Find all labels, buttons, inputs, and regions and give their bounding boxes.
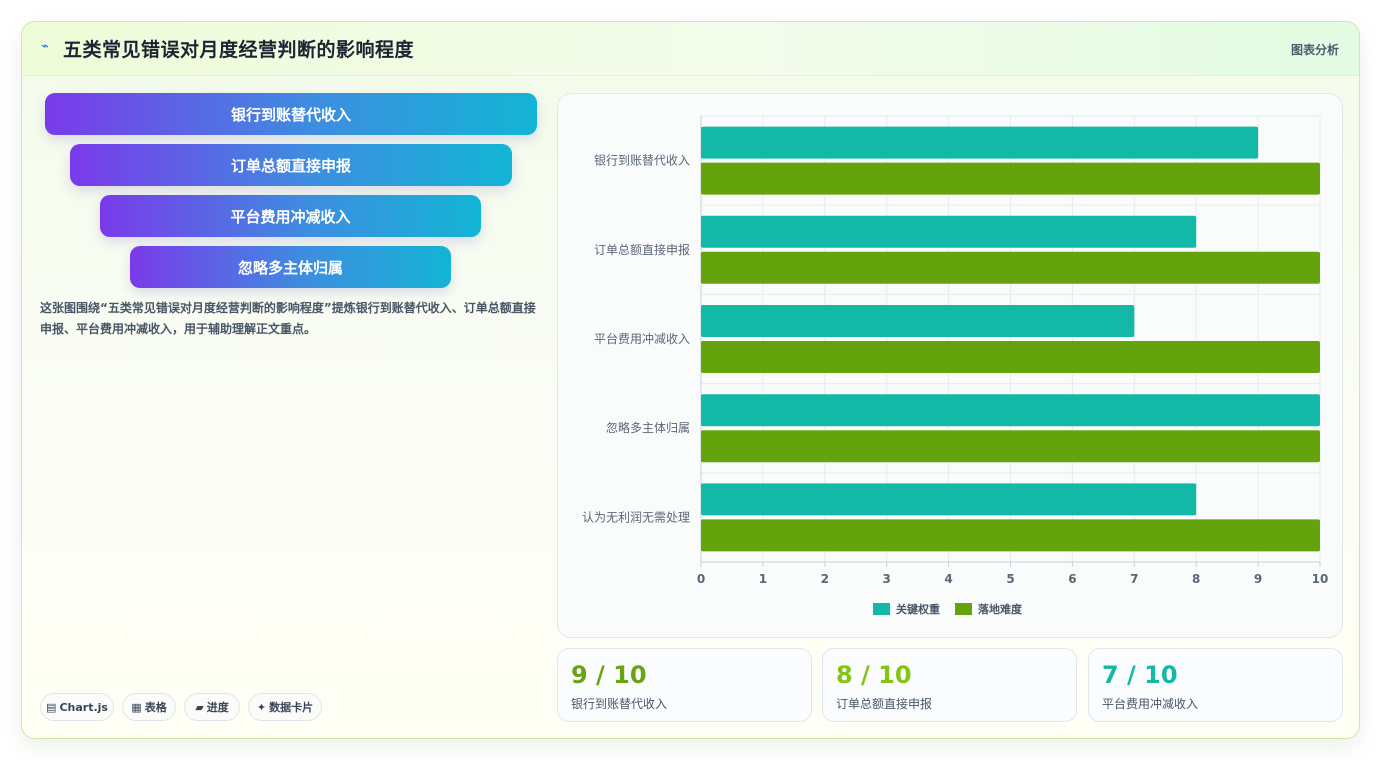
bar-chart-panel: 银行到账替代收入 订单总额直接申报 平台费用冲减收入忽略多主体归属认为无利润无需处理… [557,93,1343,638]
x-tick-label: 3 [883,572,891,586]
y-tick-label: 银行到账替代收入 [594,154,690,168]
bar [701,215,1197,248]
bar [701,341,1320,373]
pill-label: 表格 [144,701,167,714]
legend-label: 落地难度 [978,602,1023,616]
x-tick-label: 6 [1068,572,1076,586]
legend-swatch [873,603,890,615]
funnel-item-label: 忽略多主体归属 [237,258,343,277]
funnel-item-2: 订单总额直接申报 [70,144,512,186]
y-tick-label: 平台费用冲减收入 [594,331,690,346]
bar [701,162,1320,195]
bar [701,251,1320,284]
stat-card-1: 9 / 10 银行到账替代收入 [557,648,812,722]
x-tick-label: 7 [1130,572,1138,586]
stat-label: 平台费用冲减收入 [1102,697,1199,711]
funnel-item-4: 忽略多主体归属 [130,246,451,288]
stat-value: 7 / 10 [1102,661,1178,689]
stat-value: 8 / 10 [836,661,912,689]
stat-value: 9 / 10 [571,661,647,689]
bar-chart: 银行到账替代收入订单总额直接申报平台费用冲减收入忽略多主体归属认为无利润无需处理… [582,115,1329,616]
bar [701,430,1320,463]
x-tick-label: 2 [821,572,829,586]
y-tick-label: 认为无利润无需处理 [582,510,690,524]
x-tick-label: 1 [759,572,767,586]
x-tick-label: 8 [1192,572,1200,586]
funnel-item-1: 银行到账替代收入 [45,93,537,135]
stat-label: 订单总额直接申报 [836,697,933,711]
bar [701,519,1320,552]
pill-table[interactable]: ▦ 表格 [122,693,176,721]
x-tick-label: 4 [944,572,952,586]
pill-data-card[interactable]: ✦ 数据卡片 [248,693,322,721]
table-icon: ▦ [131,700,142,714]
chart-description: 这张图围绕“五类常见错误对月度经营判断的影响程度”提炼银行到账替代收入、订单总额… [40,301,536,336]
pill-label: Chart.js [59,700,108,714]
bar [701,305,1135,337]
card-header: ⌁ 五类常见错误对月度经营判断的影响程度 图表分析 [22,22,1359,76]
bar [701,126,1259,159]
stat-card-2: 8 / 10 订单总额直接申报 [822,648,1077,722]
funnel-item-label: 银行到账替代收入 [230,105,351,124]
legend-swatch [955,603,972,615]
chart-icon: ▤ [46,700,57,714]
pill-chartjs[interactable]: ▤ Chart.js [40,693,114,721]
x-tick-label: 10 [1312,572,1329,586]
legend-label: 关键权重 [896,602,940,616]
pill-progress[interactable]: ▰ 进度 [184,693,240,721]
x-tick-label: 0 [697,572,705,586]
y-tick-label: 忽略多主体归属 [606,420,690,435]
stat-label: 银行到账替代收入 [571,697,668,711]
funnel-item-label: 订单总额直接申报 [230,156,351,175]
pill-label: 进度 [206,701,229,714]
funnel-item-label: 平台费用冲减收入 [230,207,351,226]
chart-logo-icon: ⌁ [41,39,49,54]
pill-label: 数据卡片 [269,701,314,714]
page-title: 五类常见错误对月度经营判断的影响程度 [63,39,415,61]
sparkle-icon: ✦ [256,700,267,714]
stat-card-3: 7 / 10 平台费用冲减收入 [1088,648,1343,722]
x-tick-label: 5 [1006,572,1014,586]
x-tick-label: 9 [1254,572,1262,586]
chart-card: ⌁ 五类常见错误对月度经营判断的影响程度 图表分析 银行到账替代收入 订单总额直… [21,21,1360,739]
progress-icon: ▰ [195,700,204,714]
bar [701,483,1197,516]
funnel-item-3: 平台费用冲减收入 [100,195,481,237]
chart-analysis-tag: 图表分析 [1290,43,1339,57]
bar [701,394,1320,427]
y-tick-label: 订单总额直接申报 [594,242,690,257]
